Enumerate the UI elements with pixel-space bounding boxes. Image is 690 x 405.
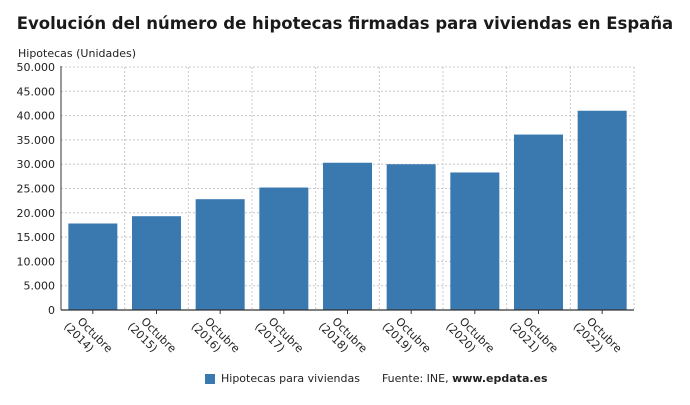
bar	[323, 162, 372, 310]
bar	[577, 110, 627, 311]
y-tick-label: 40.000	[17, 110, 56, 123]
x-tick-label: Octubre(2017)	[252, 311, 306, 365]
y-tick-label: 0	[48, 304, 55, 317]
x-tick-label: Octubre(2015)	[125, 311, 179, 365]
bar	[132, 216, 181, 310]
x-tick-label: Octubre(2018)	[316, 311, 370, 365]
source-label: Fuente: INE,	[381, 372, 449, 385]
x-tick-label: Octubre(2020)	[443, 311, 497, 365]
y-tick-label: 50.000	[17, 61, 56, 74]
bar	[195, 199, 245, 310]
x-tick-label: Octubre(2021)	[507, 311, 561, 365]
bar	[259, 187, 309, 310]
y-tick-label: 10.000	[17, 255, 56, 268]
legend-swatch	[205, 373, 215, 384]
y-tick-label: 25.000	[17, 183, 56, 196]
x-tick-label: Octubre(2016)	[189, 311, 243, 365]
legend-label: Hipotecas para viviendas	[221, 372, 360, 385]
y-axis-label: Hipotecas (Unidades)	[18, 47, 136, 60]
x-tick-label: Octubre(2019)	[380, 311, 434, 365]
y-tick-label: 15.000	[17, 231, 56, 244]
y-tick-label: 30.000	[17, 158, 56, 171]
chart-title: Evolución del número de hipotecas firmad…	[16, 14, 674, 33]
y-tick-label: 35.000	[17, 134, 56, 147]
chart-legend: Hipotecas para viviendas Fuente: INE, ww…	[205, 372, 548, 385]
source-site[interactable]: www.epdata.es	[452, 372, 548, 385]
x-tick-label: Octubre(2022)	[571, 311, 625, 365]
y-tick-label: 45.000	[17, 85, 56, 98]
bar	[450, 172, 500, 310]
x-tick-label: Octubre(2014)	[61, 311, 115, 365]
bar	[386, 164, 436, 310]
bar	[68, 223, 118, 310]
bar	[514, 134, 563, 310]
y-tick-label: 20.000	[17, 207, 56, 220]
y-tick-label: 5.000	[24, 280, 56, 293]
